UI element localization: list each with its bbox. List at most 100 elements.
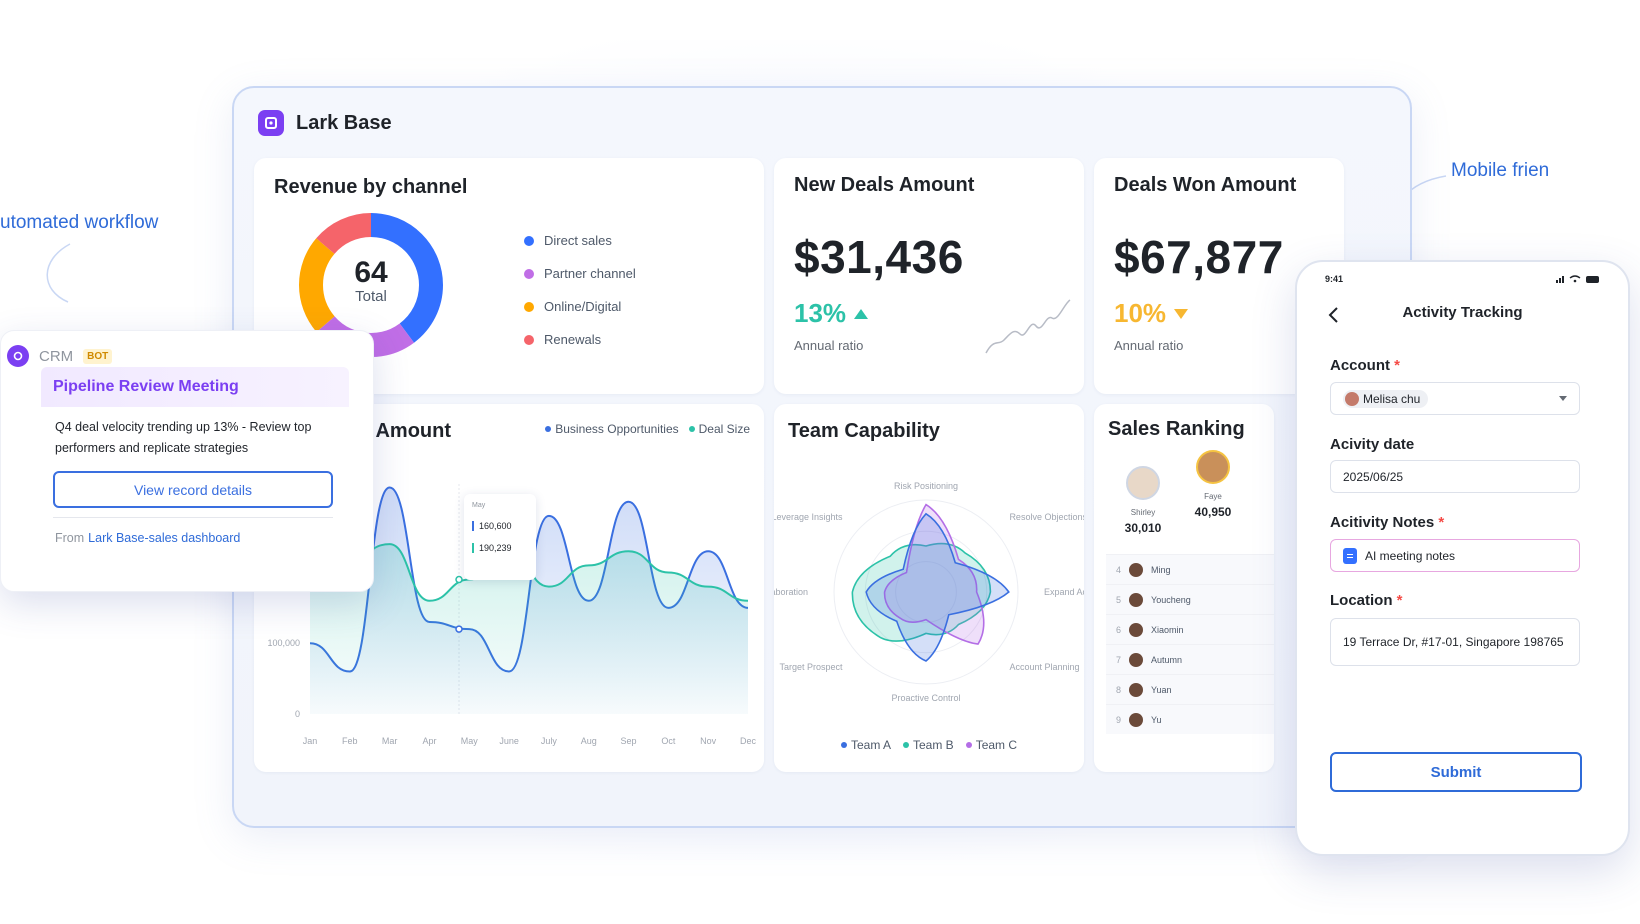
deals-won-pct: 10% bbox=[1114, 298, 1167, 328]
donut-total-label: Total bbox=[355, 288, 387, 305]
location-field[interactable]: 19 Terrace Dr, #17-01, Singapore 198765 bbox=[1330, 618, 1580, 666]
rank-top-2: Shirley 30,010 bbox=[1122, 466, 1164, 535]
new-deals-amount: $31,436 bbox=[794, 231, 964, 283]
amount-chart-title: : Amount bbox=[364, 420, 452, 442]
point-deal-size-may bbox=[455, 575, 463, 584]
tooltip-value-a: 160,600 bbox=[472, 521, 528, 531]
submit-button[interactable]: Submit bbox=[1330, 752, 1582, 792]
radar-axis-label: Risk Positioning bbox=[894, 481, 958, 491]
legend-item: Direct sales bbox=[524, 224, 636, 257]
donut-total-value: 64 bbox=[354, 256, 388, 289]
required-mark: * bbox=[1396, 592, 1403, 609]
x-tick-label: Sep bbox=[621, 736, 637, 746]
new-deals-ratio-label: Annual ratio bbox=[794, 338, 864, 353]
legend-dot bbox=[524, 268, 534, 279]
status-icons bbox=[1556, 275, 1599, 283]
chevron-down-icon bbox=[1559, 395, 1567, 401]
status-time: 9:41 bbox=[1325, 274, 1344, 284]
legend-item: Renewals bbox=[524, 323, 636, 356]
activity-notes-label: Acitivity Notes bbox=[1330, 514, 1435, 531]
y-tick-label: 100,000 bbox=[267, 638, 300, 648]
account-select[interactable]: Melisa chu bbox=[1330, 382, 1580, 415]
view-record-details-button[interactable]: View record details bbox=[53, 471, 333, 508]
ranking-row: 7 Autumn bbox=[1106, 644, 1274, 674]
amount-chart-legend: Business Opportunities Deal Size bbox=[545, 422, 750, 436]
automated-workflow-label: utomated workflow bbox=[0, 212, 159, 233]
ranking-row: 4 Ming bbox=[1106, 554, 1274, 584]
trend-up-icon bbox=[854, 308, 869, 319]
meeting-title: Pipeline Review Meeting bbox=[53, 378, 239, 395]
workflow-connector bbox=[46, 243, 71, 303]
x-tick-label: Aug bbox=[581, 736, 597, 746]
radar-axis-label: Leverage Insights bbox=[774, 512, 843, 522]
x-tick-label: Nov bbox=[700, 736, 717, 746]
legend-dot bbox=[524, 301, 534, 312]
team-capability-title: Team Capability bbox=[788, 420, 940, 442]
team-legend: Team A Team B Team C bbox=[774, 738, 1084, 752]
lark-base-logo-icon bbox=[258, 110, 284, 136]
trend-down-icon bbox=[1174, 308, 1189, 319]
sales-ranking-card: Sales Ranking Shirley 30,010 Faye 40,950… bbox=[1094, 404, 1274, 772]
radar-ring bbox=[833, 499, 1019, 685]
deals-won-title: Deals Won Amount bbox=[1114, 174, 1297, 196]
location-label: Location bbox=[1330, 592, 1393, 609]
team-capability-card: Team Capability Risk Positioning Resolve … bbox=[774, 404, 1084, 772]
revenue-card-title: Revenue by channel bbox=[274, 176, 468, 198]
radar-axis-label: Collaboration bbox=[774, 587, 808, 597]
radar-shape-2 bbox=[865, 512, 1010, 662]
revenue-legend: Direct sales Partner channel Online/Digita… bbox=[524, 224, 636, 356]
new-deals-card: New Deals Amount $31,436 13% Annual rati… bbox=[774, 158, 1084, 394]
avatar bbox=[1129, 652, 1144, 667]
deals-won-ratio-label: Annual ratio bbox=[1114, 338, 1184, 353]
series-area-1 bbox=[310, 544, 748, 714]
avatar bbox=[1129, 592, 1144, 607]
legend-label: Direct sales bbox=[544, 233, 612, 248]
new-deals-title: New Deals Amount bbox=[794, 174, 975, 196]
legend-item: Team B bbox=[903, 738, 954, 752]
legend-label: Online/Digital bbox=[544, 299, 622, 314]
crm-sender: CRM bbox=[39, 347, 74, 365]
activity-date-field[interactable]: 2025/06/25 bbox=[1330, 460, 1580, 493]
x-tick-label: June bbox=[499, 736, 519, 746]
meeting-header: Pipeline Review Meeting bbox=[41, 367, 349, 407]
x-tick-label: Dec bbox=[740, 736, 757, 746]
radar-axis-label: Expand Access bbox=[1044, 587, 1084, 597]
legend-dot bbox=[524, 235, 534, 246]
radar-axis-label: Proactive Control bbox=[891, 693, 960, 703]
radar-ring bbox=[864, 530, 988, 654]
back-arrow-icon[interactable] bbox=[1327, 306, 1339, 324]
activity-notes-field[interactable]: AI meeting notes bbox=[1330, 539, 1580, 572]
legend-item: Online/Digital bbox=[524, 290, 636, 323]
x-tick-label: Apr bbox=[422, 736, 436, 746]
tooltip-month: May bbox=[472, 502, 486, 509]
new-deals-sparkline bbox=[985, 299, 1071, 354]
legend-item: Partner channel bbox=[524, 257, 636, 290]
avatar bbox=[1126, 466, 1160, 500]
account-value: Melisa chu bbox=[1363, 391, 1421, 406]
ranking-row: 8 Yuan bbox=[1106, 674, 1274, 704]
radar-axis-label: Target Prospect bbox=[780, 662, 844, 672]
bot-badge: BOT bbox=[83, 348, 113, 364]
rank-value: 40,950 bbox=[1194, 505, 1232, 519]
legend-label: Partner channel bbox=[544, 266, 636, 281]
avatar bbox=[1129, 682, 1144, 697]
x-tick-label: May bbox=[461, 736, 479, 746]
legend-label: Renewals bbox=[544, 332, 602, 347]
rank-value: 30,010 bbox=[1124, 521, 1162, 535]
deals-won-amount: $67,877 bbox=[1114, 231, 1284, 283]
avatar bbox=[1129, 562, 1144, 577]
crm-notification-card: CRM BOT Pipeline Review Meeting Q4 deal … bbox=[0, 330, 374, 592]
ranking-row: 9 Yu bbox=[1106, 704, 1274, 734]
chart-tooltip: May 160,600 190,239 bbox=[464, 494, 536, 580]
y-tick-label: 0 bbox=[295, 709, 300, 719]
required-mark: * bbox=[1438, 514, 1445, 531]
mobile-phone-frame: 9:41 Activity Tracking Account * Melisa … bbox=[1295, 260, 1630, 856]
avatar bbox=[1345, 391, 1359, 406]
radar-shape-1 bbox=[883, 503, 985, 645]
legend-item: Team A bbox=[840, 738, 891, 752]
radar-axis-label: Resolve Objections bbox=[1009, 512, 1084, 522]
avatar bbox=[1129, 622, 1144, 637]
document-icon bbox=[1343, 547, 1357, 564]
sales-dashboard-link[interactable]: Lark Base-sales dashboard bbox=[88, 531, 241, 545]
avatar bbox=[1129, 712, 1144, 727]
